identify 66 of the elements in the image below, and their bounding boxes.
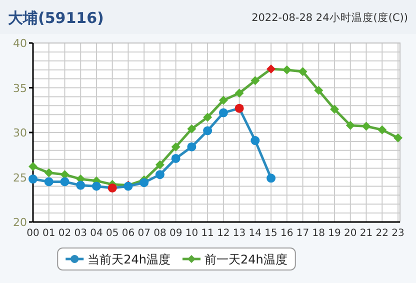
point — [171, 142, 180, 152]
point — [60, 177, 70, 186]
point — [44, 177, 54, 186]
point — [108, 183, 117, 192]
point — [187, 124, 196, 134]
y-tick-label: 20 — [13, 216, 27, 229]
point — [28, 162, 38, 172]
point — [218, 108, 228, 118]
x-tick-label: 14 — [248, 228, 262, 239]
point — [44, 168, 54, 178]
x-tick-label: 15 — [264, 228, 278, 239]
x-tick-label: 22 — [376, 228, 388, 239]
x-tick-label: 03 — [74, 228, 87, 239]
point — [234, 88, 244, 98]
point — [140, 178, 149, 188]
point — [362, 122, 371, 131]
point — [266, 174, 276, 183]
point — [76, 180, 86, 190]
y-tick-label: 30 — [13, 126, 27, 140]
point — [203, 112, 212, 122]
point — [218, 96, 228, 105]
subtitle: 2022-08-28 24小时温度(度(C)) — [252, 12, 408, 24]
point — [155, 160, 164, 170]
point — [28, 174, 38, 184]
x-tick-label: 05 — [106, 228, 119, 239]
point — [234, 104, 244, 113]
point — [250, 136, 260, 146]
x-tick-label: 06 — [122, 228, 135, 239]
x-tick-label: 16 — [280, 228, 294, 239]
x-tick-label: 00 — [26, 228, 40, 239]
point — [155, 170, 164, 180]
x-tick-label: 23 — [392, 228, 404, 239]
x-tick-label: 09 — [169, 228, 182, 239]
x-tick-label: 10 — [185, 228, 198, 239]
x-tick-label: 04 — [90, 228, 103, 239]
y-tick-label: 35 — [13, 82, 27, 95]
x-tick-label: 11 — [201, 228, 214, 239]
x-tick-label: 07 — [138, 228, 150, 239]
y-tick-label: 25 — [13, 171, 27, 184]
x-tick-label: 12 — [217, 228, 230, 239]
point — [203, 126, 212, 136]
x-tick-label: 19 — [328, 228, 341, 239]
point — [346, 120, 355, 130]
point — [266, 64, 276, 74]
point — [298, 67, 308, 76]
point — [92, 182, 101, 191]
point — [314, 86, 324, 95]
legend-label: 当前天24h温度 — [88, 252, 170, 266]
x-tick-label: 01 — [42, 228, 56, 239]
point — [394, 133, 402, 142]
x-tick-label: 17 — [296, 228, 310, 239]
point — [330, 104, 340, 114]
x-tick-label: 13 — [232, 228, 246, 239]
point — [250, 76, 260, 86]
x-tick-label: 18 — [312, 228, 326, 239]
y-tick-label: 40 — [13, 37, 27, 50]
x-tick-label: 08 — [154, 228, 166, 239]
x-tick-label: 02 — [58, 228, 72, 239]
point — [282, 65, 292, 74]
title: 大埔(59116) — [8, 9, 104, 27]
x-tick-label: 20 — [344, 228, 357, 239]
x-tick-label: 21 — [360, 228, 373, 239]
point — [187, 142, 196, 152]
legend-label: 前一天24h温度 — [204, 252, 288, 266]
point — [171, 154, 180, 163]
point — [378, 125, 387, 134]
